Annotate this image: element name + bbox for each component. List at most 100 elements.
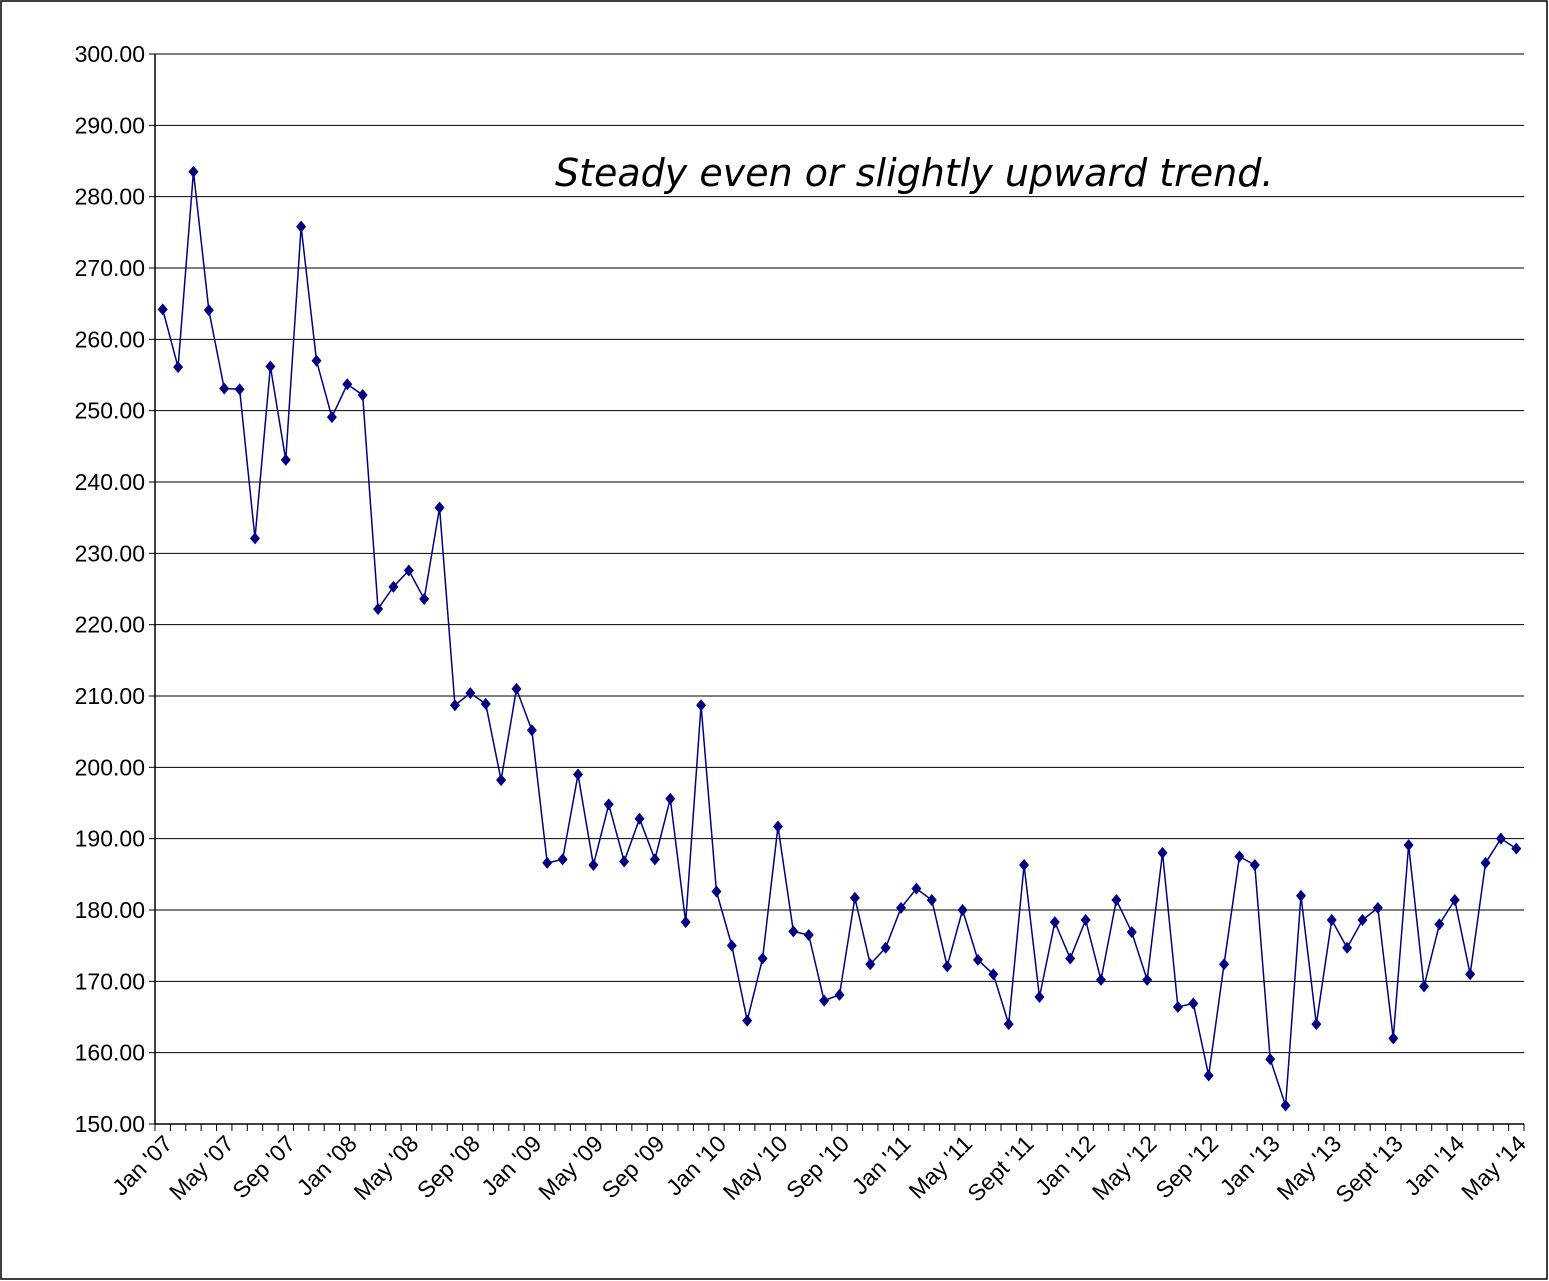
- data-point: [480, 697, 491, 710]
- data-point: [542, 856, 553, 869]
- data-point: [1388, 1032, 1399, 1045]
- data-point: [1434, 918, 1445, 931]
- data-point: [1065, 952, 1076, 965]
- data-point: [1219, 958, 1230, 971]
- data-point: [1049, 916, 1060, 929]
- data-point: [357, 388, 368, 401]
- data-point: [788, 925, 799, 938]
- data-point: [757, 952, 768, 965]
- data-point: [219, 382, 230, 395]
- data-point: [1080, 913, 1091, 926]
- data-point: [742, 1014, 753, 1027]
- y-tick-label: 190.00: [75, 826, 145, 852]
- data-point: [573, 768, 584, 781]
- y-tick-label: 290.00: [75, 112, 145, 138]
- data-point: [634, 812, 645, 825]
- y-tick-label: 200.00: [75, 754, 145, 780]
- data-point: [234, 383, 245, 396]
- data-point: [1449, 894, 1460, 907]
- data-point: [926, 894, 937, 907]
- y-tick-label: 250.00: [75, 398, 145, 424]
- data-point: [173, 361, 184, 374]
- data-point: [1326, 913, 1337, 926]
- data-point: [665, 792, 676, 805]
- data-point: [1372, 901, 1383, 914]
- data-point: [1265, 1053, 1276, 1066]
- y-tick-label: 230.00: [75, 540, 145, 566]
- data-point: [803, 928, 814, 941]
- y-tick-label: 160.00: [75, 1040, 145, 1066]
- data-point: [726, 939, 737, 952]
- data-point: [619, 855, 630, 868]
- data-point: [342, 378, 353, 391]
- data-point: [449, 699, 460, 712]
- data-point: [1511, 842, 1522, 855]
- data-point: [311, 354, 322, 367]
- data-point: [880, 941, 891, 954]
- data-point: [1203, 1069, 1214, 1082]
- data-point: [265, 360, 276, 373]
- data-point: [373, 602, 384, 615]
- data-point: [711, 885, 722, 898]
- data-point: [1495, 832, 1506, 845]
- annotation: Steady even or slightly upward trend.: [555, 151, 1273, 195]
- data-point: [942, 960, 953, 973]
- data-point: [1095, 973, 1106, 986]
- data-point: [1280, 1099, 1291, 1112]
- data-point: [296, 220, 307, 233]
- data-point: [696, 699, 707, 712]
- data-point: [1142, 973, 1153, 986]
- data-point: [496, 774, 507, 787]
- y-tick-label: 150.00: [75, 1111, 145, 1137]
- data-point: [972, 953, 983, 966]
- data-point: [865, 958, 876, 971]
- data-point: [957, 904, 968, 916]
- data-point: [1357, 913, 1368, 926]
- y-tick-label: 260.00: [75, 326, 145, 352]
- data-point: [1111, 894, 1122, 907]
- data-point: [849, 891, 860, 904]
- data-point: [834, 988, 845, 1001]
- data-point: [1157, 846, 1168, 859]
- data-point: [1480, 856, 1491, 869]
- data-point: [1342, 941, 1353, 954]
- data-point: [249, 532, 260, 545]
- data-point: [419, 592, 430, 605]
- data-point: [326, 411, 337, 424]
- data-point: [1234, 850, 1245, 863]
- data-point: [1249, 859, 1260, 872]
- data-point: [1465, 968, 1476, 981]
- data-point: [403, 564, 414, 577]
- data-point: [1126, 926, 1137, 939]
- data-point: [280, 453, 291, 466]
- data-point: [1403, 839, 1414, 852]
- data-point: [819, 994, 830, 1007]
- data-point: [388, 580, 399, 593]
- data-point: [526, 724, 537, 737]
- data-point: [203, 304, 214, 317]
- y-tick-label: 270.00: [75, 255, 145, 281]
- data-point: [434, 501, 445, 514]
- data-point: [1172, 1001, 1183, 1014]
- data-point: [680, 916, 691, 929]
- data-point: [1311, 1018, 1322, 1031]
- y-tick-label: 280.00: [75, 184, 145, 210]
- data-point: [157, 303, 168, 316]
- y-tick-label: 180.00: [75, 897, 145, 923]
- data-point: [188, 165, 199, 178]
- data-point: [1295, 889, 1306, 902]
- data-point: [772, 820, 783, 833]
- data-point: [465, 687, 476, 700]
- data-point: [557, 853, 568, 866]
- data-point: [896, 901, 907, 914]
- data-point: [1019, 859, 1030, 872]
- y-tick-label: 300.00: [75, 41, 145, 67]
- data-point: [1188, 997, 1199, 1010]
- y-tick-label: 220.00: [75, 612, 145, 638]
- y-tick-label: 240.00: [75, 469, 145, 495]
- data-point: [1034, 991, 1045, 1004]
- data-point: [649, 853, 660, 866]
- data-point: [988, 968, 999, 981]
